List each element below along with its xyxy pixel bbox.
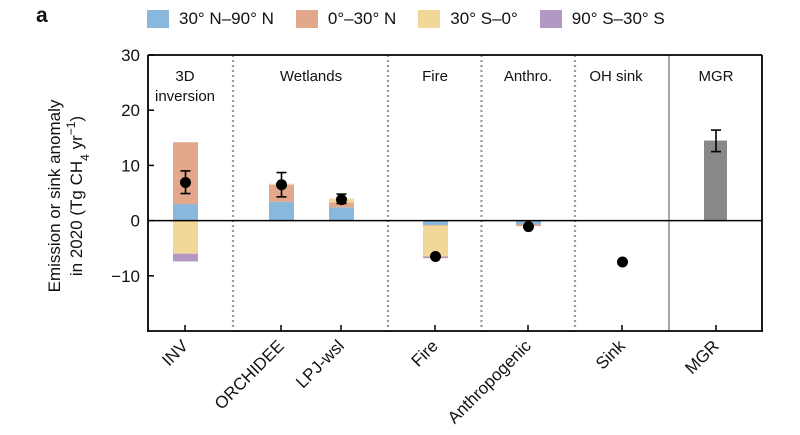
legend-swatch-90s-30s [539, 10, 562, 28]
point-orchidee [276, 179, 287, 191]
y-axis-label: Emission or sink anomaly in 2020 (Tg CH4… [45, 99, 92, 292]
group-label-1-line-0: Wetlands [280, 68, 342, 85]
legend-swatch-0-30n [295, 10, 318, 28]
bar-segment-fire-n_trop [423, 225, 448, 226]
point-fire [430, 250, 441, 262]
group-label-3-line-0: Anthro. [504, 68, 552, 85]
x-tick-label-anthropogenic: Anthropogenic [444, 336, 535, 427]
group-label-2-line-0: Fire [422, 68, 448, 85]
y-tick-label-10: 10 [121, 156, 140, 175]
bar-segment-inv-s_trop [173, 220, 198, 254]
bar-segment-inv-s_high [173, 253, 198, 262]
y-axis-label-line1: Emission or sink anomaly [45, 99, 64, 292]
group-label-4-line-0: OH sink [589, 68, 643, 85]
group-label-5-line-0: MGR [699, 68, 734, 85]
legend-label-90s-30s: 90° S–30° S [571, 9, 665, 28]
y-axis-label-line2: in 2020 (Tg CH4 yr−1) [64, 116, 92, 276]
legend-swatch-30n-90n [147, 10, 169, 28]
bar-mgr [704, 140, 727, 221]
x-tick-label-mgr: MGR [681, 336, 722, 377]
bar-segment-inv-n_high [173, 204, 198, 221]
legend-label-0-30n: 0°–30° N [327, 9, 397, 28]
x-tick-label-inv: INV [158, 336, 192, 370]
y-tick-label--10: −10 [111, 267, 140, 286]
legend-swatch-30s-0 [418, 10, 441, 28]
panel-letter: a [36, 4, 48, 27]
bar-segment-lpj-wsl-n_high [329, 207, 354, 221]
legend-label-30s-0: 30° S–0° [450, 9, 518, 28]
group-label-0-line-1: inversion [155, 88, 215, 105]
legend-item-30s-0: 30° S–0° [418, 9, 518, 29]
point-inv [180, 177, 191, 189]
group-label-0-line-0: 3D [175, 68, 194, 85]
legend-label-30n-90n: 30° N–90° N [179, 9, 274, 28]
x-tick-label-sink: Sink [592, 336, 629, 373]
y-tick-label-20: 20 [121, 101, 140, 120]
x-tick-label-orchidee: ORCHIDEE [211, 336, 288, 413]
legend-item-30n-90n: 30° N–90° N [147, 9, 274, 29]
point-anthropogenic [523, 221, 534, 233]
y-tick-label-0: 0 [131, 212, 140, 231]
bar-segment-orchidee-n_high [269, 201, 294, 221]
bar-segment-fire-n_high [423, 220, 448, 226]
y-tick-label-30: 30 [121, 46, 140, 65]
x-tick-label-fire: Fire [408, 336, 442, 370]
x-tick-label-lpj-wsl: LPJ-wsl [292, 336, 348, 392]
point-sink [617, 256, 628, 268]
point-lpj-wsl [336, 194, 347, 206]
legend: 30° N–90° N 0°–30° N 30° S–0° 90° S–30° … [147, 6, 687, 32]
legend-item-90s-30s: 90° S–30° S [539, 9, 665, 29]
legend-item-0-30n: 0°–30° N [295, 9, 397, 29]
